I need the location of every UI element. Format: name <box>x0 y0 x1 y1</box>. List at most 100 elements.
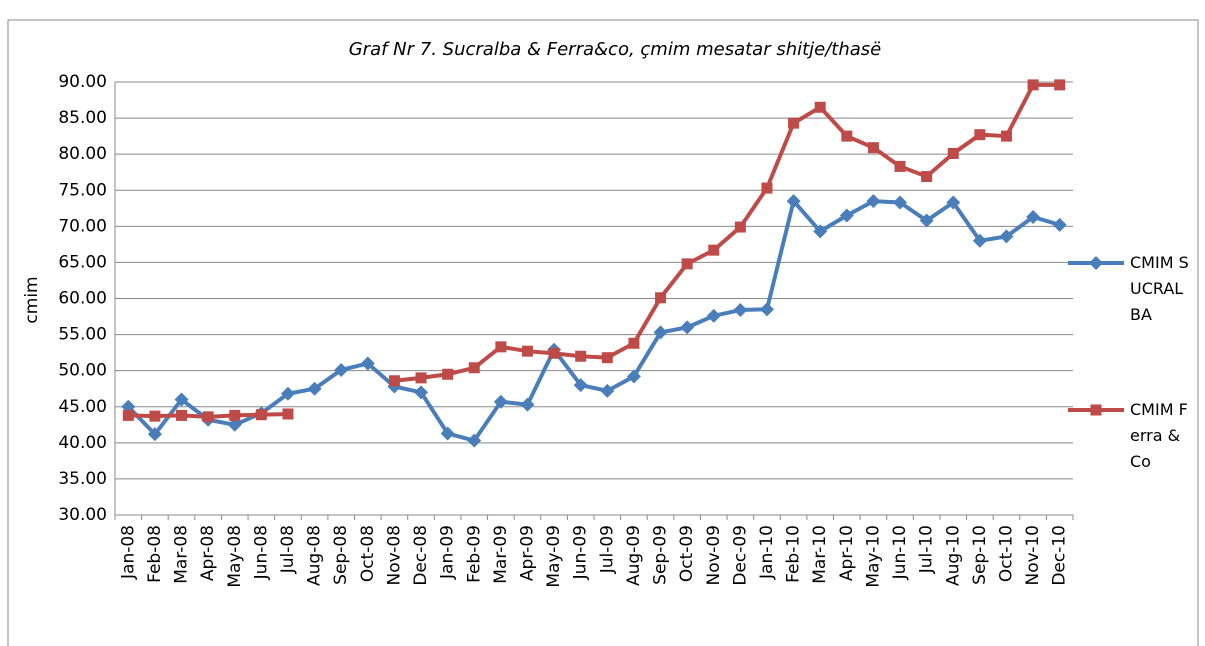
x-tick-label: Jan-10 <box>757 525 777 580</box>
x-tick-label: Aug-08 <box>305 525 325 586</box>
x-tick-label: Nov-10 <box>1023 525 1043 586</box>
x-tick-label: Feb-09 <box>464 525 484 583</box>
x-tick-label: Dec-09 <box>730 525 750 586</box>
x-tick-label: Jul-10 <box>917 525 937 574</box>
data-point <box>919 213 934 228</box>
data-point <box>415 372 427 384</box>
data-point <box>521 345 533 357</box>
data-point <box>495 341 507 353</box>
data-point <box>972 233 987 248</box>
legend-marker <box>1089 256 1103 270</box>
data-point <box>575 350 587 362</box>
data-point <box>1054 79 1066 91</box>
y-tick-label: 40.00 <box>58 433 107 453</box>
data-point <box>894 160 906 172</box>
y-tick-label: 60.00 <box>58 289 107 309</box>
data-point <box>255 409 267 421</box>
x-tick-label: Oct-09 <box>677 525 697 582</box>
data-point <box>786 194 801 209</box>
x-tick-label: May-09 <box>544 525 564 588</box>
y-tick-label: 55.00 <box>58 325 107 345</box>
x-tick-label: Sep-09 <box>651 525 671 585</box>
data-point <box>946 195 961 210</box>
x-tick-label: Jul-09 <box>597 525 617 574</box>
data-point <box>1026 209 1041 224</box>
data-point <box>761 182 773 194</box>
data-point <box>573 378 588 393</box>
x-tick-label: May-10 <box>863 525 883 588</box>
data-point <box>280 386 295 401</box>
data-point <box>202 411 214 423</box>
data-point <box>149 410 161 422</box>
data-point <box>122 409 134 421</box>
data-point <box>388 375 400 387</box>
data-point <box>867 142 879 154</box>
chart-border <box>7 19 1199 646</box>
x-tick-label: Aug-09 <box>624 525 644 586</box>
legend-marker <box>1090 404 1102 416</box>
x-tick-label: Mar-08 <box>172 525 192 584</box>
y-tick-label: 75.00 <box>58 180 107 200</box>
data-point <box>414 385 429 400</box>
x-tick-label: Aug-10 <box>943 525 963 586</box>
y-tick-label: 30.00 <box>58 505 107 525</box>
data-point <box>467 433 482 448</box>
x-tick-label: Jun-08 <box>251 525 271 580</box>
x-tick-label: Oct-08 <box>358 525 378 582</box>
x-tick-label: Feb-10 <box>784 525 804 583</box>
data-point <box>600 383 615 398</box>
data-point <box>708 244 720 256</box>
data-point <box>1027 79 1039 91</box>
x-tick-label: Sep-10 <box>970 525 990 585</box>
data-point <box>680 320 695 335</box>
x-tick-label: Apr-10 <box>837 525 857 581</box>
data-point <box>1000 130 1012 142</box>
data-point <box>655 292 667 304</box>
x-tick-label: Jan-09 <box>438 525 458 580</box>
x-tick-label: Dec-10 <box>1050 525 1070 586</box>
series-line <box>126 199 1061 443</box>
chart-title: Graf Nr 7. Sucralba & Ferra&co, çmim mes… <box>349 39 882 60</box>
y-tick-label: 50.00 <box>58 361 107 381</box>
data-point <box>626 369 641 384</box>
legend-label: CMIM SUCRALBA <box>1130 253 1189 324</box>
data-point <box>841 130 853 142</box>
x-tick-label: Nov-08 <box>384 525 404 586</box>
y-axis-title: cmim <box>22 276 42 323</box>
x-tick-label: Mar-09 <box>491 525 511 584</box>
y-tick-label: 85.00 <box>58 108 107 128</box>
data-point <box>147 427 162 442</box>
data-point <box>174 392 189 407</box>
data-point <box>282 408 294 420</box>
data-point <box>601 352 613 364</box>
x-tick-label: Apr-08 <box>198 525 218 581</box>
x-tick-label: Jan-08 <box>118 525 138 580</box>
data-point <box>734 221 746 233</box>
data-point <box>839 208 854 223</box>
y-tick-label: 70.00 <box>58 216 107 236</box>
y-tick-label: 80.00 <box>58 144 107 164</box>
data-point <box>974 129 986 141</box>
data-point <box>1052 217 1067 232</box>
data-point <box>813 224 828 239</box>
data-point <box>866 194 881 209</box>
x-tick-label: Dec-08 <box>411 525 431 586</box>
data-point <box>360 356 375 371</box>
data-point <box>681 258 693 270</box>
data-point <box>307 381 322 396</box>
data-point <box>442 368 454 380</box>
data-point <box>548 347 560 359</box>
x-tick-label: Jun-10 <box>890 525 910 580</box>
data-point <box>440 426 455 441</box>
x-tick-label: Jul-08 <box>278 525 298 574</box>
x-tick-label: Oct-10 <box>996 525 1016 582</box>
y-tick-label: 90.00 <box>58 72 107 92</box>
y-tick-label: 45.00 <box>58 397 107 417</box>
x-tick-label: Nov-09 <box>704 525 724 586</box>
data-point <box>733 303 748 318</box>
data-point <box>493 394 508 409</box>
data-point <box>176 409 188 421</box>
y-tick-label: 35.00 <box>58 469 107 489</box>
